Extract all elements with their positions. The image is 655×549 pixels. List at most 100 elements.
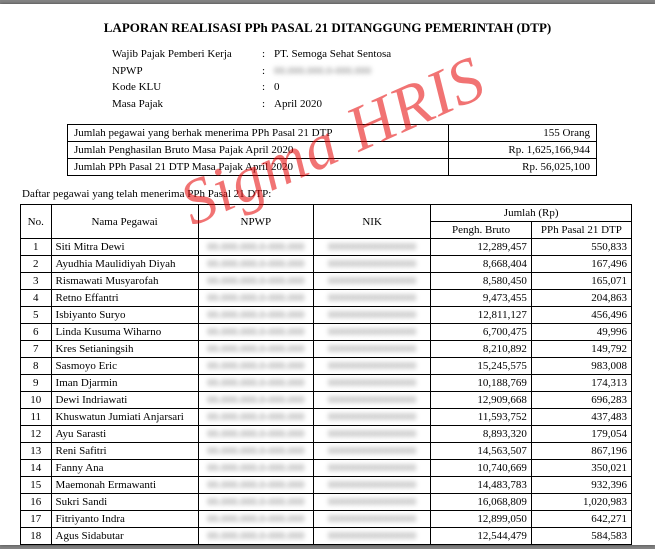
header-label: Kode KLU xyxy=(112,79,262,96)
separator: : xyxy=(262,96,274,113)
cell-nik: 0000000000000000 xyxy=(313,426,430,443)
cell-no: 12 xyxy=(21,426,52,443)
cell-pph: 167,496 xyxy=(531,256,631,273)
table-row: 7Kres Setianingsih00.000.000.0-000.00000… xyxy=(21,341,632,358)
cell-npwp: 00.000.000.0-000.000 xyxy=(198,375,313,392)
separator: : xyxy=(262,63,274,80)
header-row: NPWP:00.000.000.0-000.000 xyxy=(112,63,643,80)
cell-no: 11 xyxy=(21,409,52,426)
col-no: No. xyxy=(21,205,52,239)
col-nik: NIK xyxy=(313,205,430,239)
cell-no: 8 xyxy=(21,358,52,375)
cell-nama: Fitriyanto Indra xyxy=(51,511,198,528)
cell-nik: 0000000000000000 xyxy=(313,307,430,324)
cell-npwp: 00.000.000.0-000.000 xyxy=(198,239,313,256)
cell-pph: 350,021 xyxy=(531,460,631,477)
cell-npwp: 00.000.000.0-000.000 xyxy=(198,409,313,426)
cell-npwp: 00.000.000.0-000.000 xyxy=(198,494,313,511)
cell-nama: Ayu Sarasti xyxy=(51,426,198,443)
table-row: 16Sukri Sandi00.000.000.0-000.0000000000… xyxy=(21,494,632,511)
table-row: 6Linda Kusuma Wiharno00.000.000.0-000.00… xyxy=(21,324,632,341)
cell-nama: Khuswatun Jumiati Anjarsari xyxy=(51,409,198,426)
cell-nama: Reni Safitri xyxy=(51,443,198,460)
cell-bruto: 14,563,507 xyxy=(431,443,532,460)
cell-npwp: 00.000.000.0-000.000 xyxy=(198,324,313,341)
cell-nama: Rismawati Musyarofah xyxy=(51,273,198,290)
cell-nik: 0000000000000000 xyxy=(313,528,430,545)
table-row: 17Fitriyanto Indra00.000.000.0-000.00000… xyxy=(21,511,632,528)
cell-no: 3 xyxy=(21,273,52,290)
cell-npwp: 00.000.000.0-000.000 xyxy=(198,511,313,528)
cell-no: 5 xyxy=(21,307,52,324)
header-value: PT. Semoga Sehat Sentosa xyxy=(274,46,391,63)
cell-bruto: 8,668,404 xyxy=(431,256,532,273)
cell-nama: Agus Sidabutar xyxy=(51,528,198,545)
cell-nik: 0000000000000000 xyxy=(313,358,430,375)
cell-bruto: 12,811,127 xyxy=(431,307,532,324)
cell-nama: Sukri Sandi xyxy=(51,494,198,511)
summary-value: Rp. 1,625,166,944 xyxy=(449,142,597,159)
cell-nama: Kres Setianingsih xyxy=(51,341,198,358)
cell-npwp: 00.000.000.0-000.000 xyxy=(198,460,313,477)
cell-no: 1 xyxy=(21,239,52,256)
cell-no: 6 xyxy=(21,324,52,341)
col-jumlah: Jumlah (Rp) xyxy=(431,205,632,222)
employee-table: No. Nama Pegawai NPWP NIK Jumlah (Rp) Pe… xyxy=(20,204,632,545)
cell-pph: 437,483 xyxy=(531,409,631,426)
cell-npwp: 00.000.000.0-000.000 xyxy=(198,392,313,409)
cell-nama: Maemonah Ermawanti xyxy=(51,477,198,494)
cell-no: 17 xyxy=(21,511,52,528)
cell-nama: Fanny Ana xyxy=(51,460,198,477)
col-npwp: NPWP xyxy=(198,205,313,239)
table-row: 14Fanny Ana00.000.000.0-000.000000000000… xyxy=(21,460,632,477)
separator: : xyxy=(262,46,274,63)
cell-nik: 0000000000000000 xyxy=(313,239,430,256)
col-pph: PPh Pasal 21 DTP xyxy=(531,222,631,239)
cell-nik: 0000000000000000 xyxy=(313,494,430,511)
cell-nik: 0000000000000000 xyxy=(313,324,430,341)
cell-no: 14 xyxy=(21,460,52,477)
cell-nama: Retno Effantri xyxy=(51,290,198,307)
cell-no: 10 xyxy=(21,392,52,409)
summary-label: Jumlah pegawai yang berhak menerima PPh … xyxy=(68,125,449,142)
cell-bruto: 12,909,668 xyxy=(431,392,532,409)
cell-no: 2 xyxy=(21,256,52,273)
cell-pph: 49,996 xyxy=(531,324,631,341)
header-row: Masa Pajak:April 2020 xyxy=(112,96,643,113)
cell-nik: 0000000000000000 xyxy=(313,256,430,273)
summary-value: Rp. 56,025,100 xyxy=(449,159,597,176)
cell-pph: 584,583 xyxy=(531,528,631,545)
cell-nik: 0000000000000000 xyxy=(313,273,430,290)
cell-bruto: 14,483,783 xyxy=(431,477,532,494)
table-row: 10Dewi Indriawati00.000.000.0-000.000000… xyxy=(21,392,632,409)
table-row: 2Ayudhia Maulidiyah Diyah00.000.000.0-00… xyxy=(21,256,632,273)
cell-pph: 174,313 xyxy=(531,375,631,392)
cell-pph: 867,196 xyxy=(531,443,631,460)
document-page: Sigma HRIS LAPORAN REALISASI PPh PASAL 2… xyxy=(0,4,655,545)
cell-nama: Sasmoyo Eric xyxy=(51,358,198,375)
cell-nama: Iman Djarmin xyxy=(51,375,198,392)
cell-nama: Dewi Indriawati xyxy=(51,392,198,409)
report-title: LAPORAN REALISASI PPh PASAL 21 DITANGGUN… xyxy=(12,20,643,36)
cell-npwp: 00.000.000.0-000.000 xyxy=(198,528,313,545)
cell-npwp: 00.000.000.0-000.000 xyxy=(198,256,313,273)
cell-npwp: 00.000.000.0-000.000 xyxy=(198,307,313,324)
summary-row: Jumlah PPh Pasal 21 DTP Masa Pajak April… xyxy=(68,159,597,176)
cell-bruto: 6,700,475 xyxy=(431,324,532,341)
cell-nik: 0000000000000000 xyxy=(313,409,430,426)
cell-pph: 149,792 xyxy=(531,341,631,358)
cell-nama: Siti Mitra Dewi xyxy=(51,239,198,256)
table-row: 15Maemonah Ermawanti00.000.000.0-000.000… xyxy=(21,477,632,494)
col-nama: Nama Pegawai xyxy=(51,205,198,239)
cell-no: 7 xyxy=(21,341,52,358)
cell-pph: 456,496 xyxy=(531,307,631,324)
cell-bruto: 8,210,892 xyxy=(431,341,532,358)
table-row: 11Khuswatun Jumiati Anjarsari00.000.000.… xyxy=(21,409,632,426)
cell-pph: 983,008 xyxy=(531,358,631,375)
summary-table: Jumlah pegawai yang berhak menerima PPh … xyxy=(67,124,597,176)
cell-pph: 1,020,983 xyxy=(531,494,631,511)
table-subheading: Daftar pegawai yang telah menerima PPh P… xyxy=(22,188,643,200)
header-label: Wajib Pajak Pemberi Kerja xyxy=(112,46,262,63)
table-row: 3Rismawati Musyarofah00.000.000.0-000.00… xyxy=(21,273,632,290)
cell-pph: 696,283 xyxy=(531,392,631,409)
